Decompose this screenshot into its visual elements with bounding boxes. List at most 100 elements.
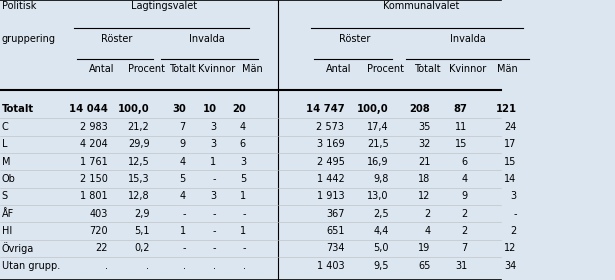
Text: Antal: Antal [89,64,114,74]
Text: 121: 121 [496,104,517,115]
Text: Totalt: Totalt [169,64,196,74]
Text: 1 913: 1 913 [317,191,344,201]
Text: 7: 7 [461,243,467,253]
Text: 4 204: 4 204 [80,139,108,149]
Text: 403: 403 [89,209,108,219]
Text: -: - [213,243,216,253]
Text: 20: 20 [232,104,246,115]
Text: Ob: Ob [2,174,16,184]
Text: Män: Män [242,64,263,74]
Text: 367: 367 [326,209,344,219]
Text: Utan grupp.: Utan grupp. [2,261,60,271]
Text: 720: 720 [89,226,108,236]
Text: 14: 14 [504,174,517,184]
Text: 9,5: 9,5 [373,261,389,271]
Text: Politisk: Politisk [2,1,36,11]
Text: .: . [105,261,108,271]
Text: Procent: Procent [128,64,165,74]
Text: Lagtingsvalet: Lagtingsvalet [132,1,197,11]
Text: -: - [213,174,216,184]
Text: Invalda: Invalda [450,34,485,44]
Text: .: . [213,261,216,271]
Text: 1 801: 1 801 [80,191,108,201]
Text: 1 761: 1 761 [80,157,108,167]
Text: Procent: Procent [367,64,404,74]
Text: 1 403: 1 403 [317,261,344,271]
Text: 13,0: 13,0 [367,191,389,201]
Text: Övriga: Övriga [2,242,34,254]
Text: 5,0: 5,0 [373,243,389,253]
Text: 15,3: 15,3 [128,174,149,184]
Text: 65: 65 [418,261,430,271]
Text: 24: 24 [504,122,517,132]
Text: ÅF: ÅF [2,209,14,219]
Text: -: - [242,243,246,253]
Text: 0,2: 0,2 [134,243,149,253]
Text: 11: 11 [455,122,467,132]
Text: 100,0: 100,0 [118,104,149,115]
Text: 2: 2 [424,209,430,219]
Text: 2: 2 [510,226,517,236]
Text: 4: 4 [180,191,186,201]
Text: Totalt: Totalt [414,64,441,74]
Text: 35: 35 [418,122,430,132]
Text: -: - [182,209,186,219]
Text: C: C [2,122,9,132]
Text: 2 495: 2 495 [317,157,344,167]
Text: .: . [183,261,186,271]
Text: 4: 4 [424,226,430,236]
Text: 1: 1 [210,157,216,167]
Text: 18: 18 [418,174,430,184]
Text: 12,8: 12,8 [128,191,149,201]
Text: Kvinnor: Kvinnor [198,64,235,74]
Text: Män: Män [497,64,518,74]
Text: 7: 7 [180,122,186,132]
Text: 15: 15 [504,157,517,167]
Text: Totalt: Totalt [2,104,34,115]
Text: 2,5: 2,5 [373,209,389,219]
Text: 9: 9 [461,191,467,201]
Text: 32: 32 [418,139,430,149]
Text: 2,9: 2,9 [134,209,149,219]
Text: 17: 17 [504,139,517,149]
Text: 21,2: 21,2 [128,122,149,132]
Text: 5: 5 [180,174,186,184]
Text: -: - [213,209,216,219]
Text: 21,5: 21,5 [367,139,389,149]
Text: 3: 3 [210,139,216,149]
Text: Antal: Antal [325,64,351,74]
Text: 4: 4 [240,122,246,132]
Text: Kommunalvalet: Kommunalvalet [383,1,459,11]
Text: 34: 34 [504,261,517,271]
Text: -: - [242,209,246,219]
Text: Röster: Röster [100,34,132,44]
Text: 4,4: 4,4 [373,226,389,236]
Text: 29,9: 29,9 [128,139,149,149]
Text: 3: 3 [510,191,517,201]
Text: 14 044: 14 044 [69,104,108,115]
Text: 1: 1 [180,226,186,236]
Text: 87: 87 [453,104,467,115]
Text: 651: 651 [326,226,344,236]
Text: 15: 15 [455,139,467,149]
Text: 3: 3 [240,157,246,167]
Text: 2: 2 [461,226,467,236]
Text: 4: 4 [180,157,186,167]
Text: 19: 19 [418,243,430,253]
Text: Röster: Röster [338,34,370,44]
Text: 2 150: 2 150 [80,174,108,184]
Text: -: - [513,209,517,219]
Text: 5: 5 [240,174,246,184]
Text: .: . [243,261,246,271]
Text: HI: HI [2,226,12,236]
Text: 2 573: 2 573 [316,122,344,132]
Text: 3 169: 3 169 [317,139,344,149]
Text: 6: 6 [240,139,246,149]
Text: 12,5: 12,5 [128,157,149,167]
Text: -: - [182,243,186,253]
Text: M: M [2,157,10,167]
Text: 1 442: 1 442 [317,174,344,184]
Text: gruppering: gruppering [2,34,56,44]
Text: 6: 6 [461,157,467,167]
Text: 9,8: 9,8 [373,174,389,184]
